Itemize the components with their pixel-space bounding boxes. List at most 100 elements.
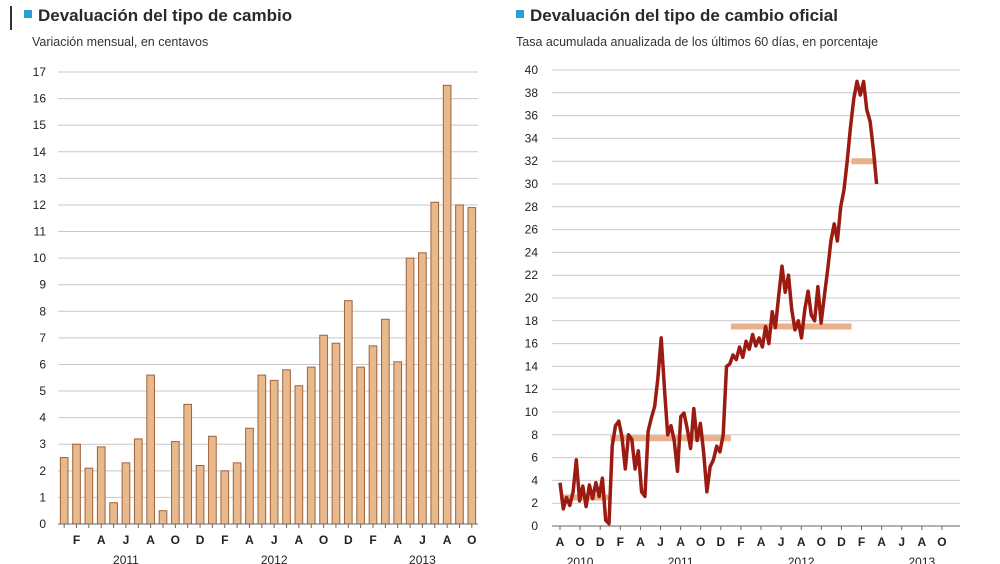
x-tick-label: A — [636, 535, 645, 549]
year-label: 2013 — [409, 553, 436, 564]
x-tick-label: F — [73, 533, 80, 547]
y-tick-label: 18 — [525, 314, 539, 328]
bar — [171, 441, 180, 525]
bar — [257, 374, 267, 525]
bar — [146, 374, 155, 525]
x-tick-label: J — [419, 533, 426, 547]
bar — [442, 84, 452, 525]
bar — [343, 300, 353, 525]
y-tick-label: 13 — [33, 171, 47, 185]
y-tick-label: 3 — [39, 437, 46, 451]
bar — [121, 462, 131, 525]
y-tick-label: 14 — [525, 359, 539, 373]
x-tick-label: A — [676, 535, 685, 549]
x-tick-label: A — [295, 533, 304, 547]
x-tick-label: J — [778, 535, 785, 549]
chart-title: Devaluación del tipo de cambio oficial — [516, 6, 838, 26]
x-tick-label: F — [221, 533, 228, 547]
x-tick-label: A — [245, 533, 254, 547]
y-tick-label: 15 — [33, 118, 47, 132]
x-tick-label: O — [319, 533, 328, 547]
bar — [356, 366, 365, 525]
bar — [331, 342, 341, 525]
y-tick-label: 0 — [39, 517, 46, 531]
official-rate-panel: Devaluación del tipo de cambio oficial T… — [508, 0, 1000, 564]
chart-title-text: Devaluación del tipo de cambio — [38, 6, 293, 25]
x-tick-label: O — [937, 535, 946, 549]
y-tick-label: 1 — [39, 490, 46, 504]
panel-divider — [10, 6, 12, 30]
x-tick-label: O — [575, 535, 584, 549]
x-tick-label: F — [617, 535, 624, 549]
x-tick-label: J — [898, 535, 905, 549]
y-tick-label: 26 — [525, 223, 539, 237]
x-tick-label: A — [97, 533, 106, 547]
bar — [208, 435, 217, 525]
y-tick-label: 12 — [525, 382, 539, 396]
year-label: 2013 — [908, 555, 935, 564]
y-tick-label: 11 — [34, 225, 47, 239]
y-tick-label: 22 — [525, 268, 539, 282]
y-tick-label: 34 — [525, 131, 539, 145]
y-tick-label: 6 — [39, 357, 46, 371]
x-tick-label: D — [596, 535, 605, 549]
y-tick-label: 38 — [525, 86, 539, 100]
x-tick-label: A — [146, 533, 155, 547]
bar — [282, 369, 291, 525]
y-tick-label: 0 — [531, 519, 538, 533]
x-tick-label: A — [918, 535, 927, 549]
x-tick-label: D — [344, 533, 353, 547]
y-tick-label: 8 — [39, 304, 46, 318]
chart-title-text: Devaluación del tipo de cambio oficial — [530, 6, 838, 25]
x-tick-label: A — [757, 535, 766, 549]
x-tick-label: J — [123, 533, 130, 547]
y-tick-label: 16 — [525, 337, 539, 351]
x-tick-label: O — [467, 533, 476, 547]
y-tick-label: 8 — [531, 428, 538, 442]
x-tick-label: J — [271, 533, 278, 547]
x-tick-label: O — [817, 535, 826, 549]
year-label: 2012 — [788, 555, 815, 564]
y-tick-label: 40 — [525, 63, 539, 77]
bar — [220, 470, 230, 525]
x-tick-label: O — [696, 535, 705, 549]
y-tick-label: 9 — [39, 278, 46, 292]
square-bullet-icon — [24, 10, 32, 18]
y-tick-label: 6 — [531, 451, 538, 465]
x-tick-label: O — [171, 533, 180, 547]
year-label: 2012 — [261, 553, 288, 564]
y-tick-label: 14 — [33, 145, 47, 159]
y-tick-label: 16 — [33, 92, 47, 106]
y-tick-label: 28 — [525, 200, 539, 214]
series-line — [558, 79, 879, 526]
bar — [158, 510, 168, 525]
x-tick-label: A — [877, 535, 886, 549]
year-label: 2011 — [668, 555, 694, 564]
y-tick-label: 24 — [525, 245, 539, 259]
chart-subtitle: Tasa acumulada anualizada de los últimos… — [516, 35, 879, 49]
bar — [269, 379, 279, 525]
y-tick-label: 5 — [39, 384, 46, 398]
x-tick-label: F — [858, 535, 865, 549]
x-tick-label: F — [737, 535, 744, 549]
y-tick-label: 4 — [39, 411, 46, 425]
bar — [84, 467, 94, 525]
bar — [393, 361, 403, 525]
bar — [183, 403, 193, 525]
x-tick-label: J — [657, 535, 664, 549]
year-label: 2011 — [113, 553, 139, 564]
bar — [294, 385, 304, 525]
y-tick-label: 4 — [531, 473, 538, 487]
bar — [381, 318, 390, 525]
x-tick-label: A — [393, 533, 402, 547]
y-tick-label: 2 — [531, 496, 538, 510]
bar — [306, 366, 316, 525]
year-label: 2010 — [567, 555, 594, 564]
bar — [418, 252, 427, 525]
bar — [455, 204, 464, 525]
bar — [405, 257, 415, 525]
bar — [59, 457, 69, 525]
